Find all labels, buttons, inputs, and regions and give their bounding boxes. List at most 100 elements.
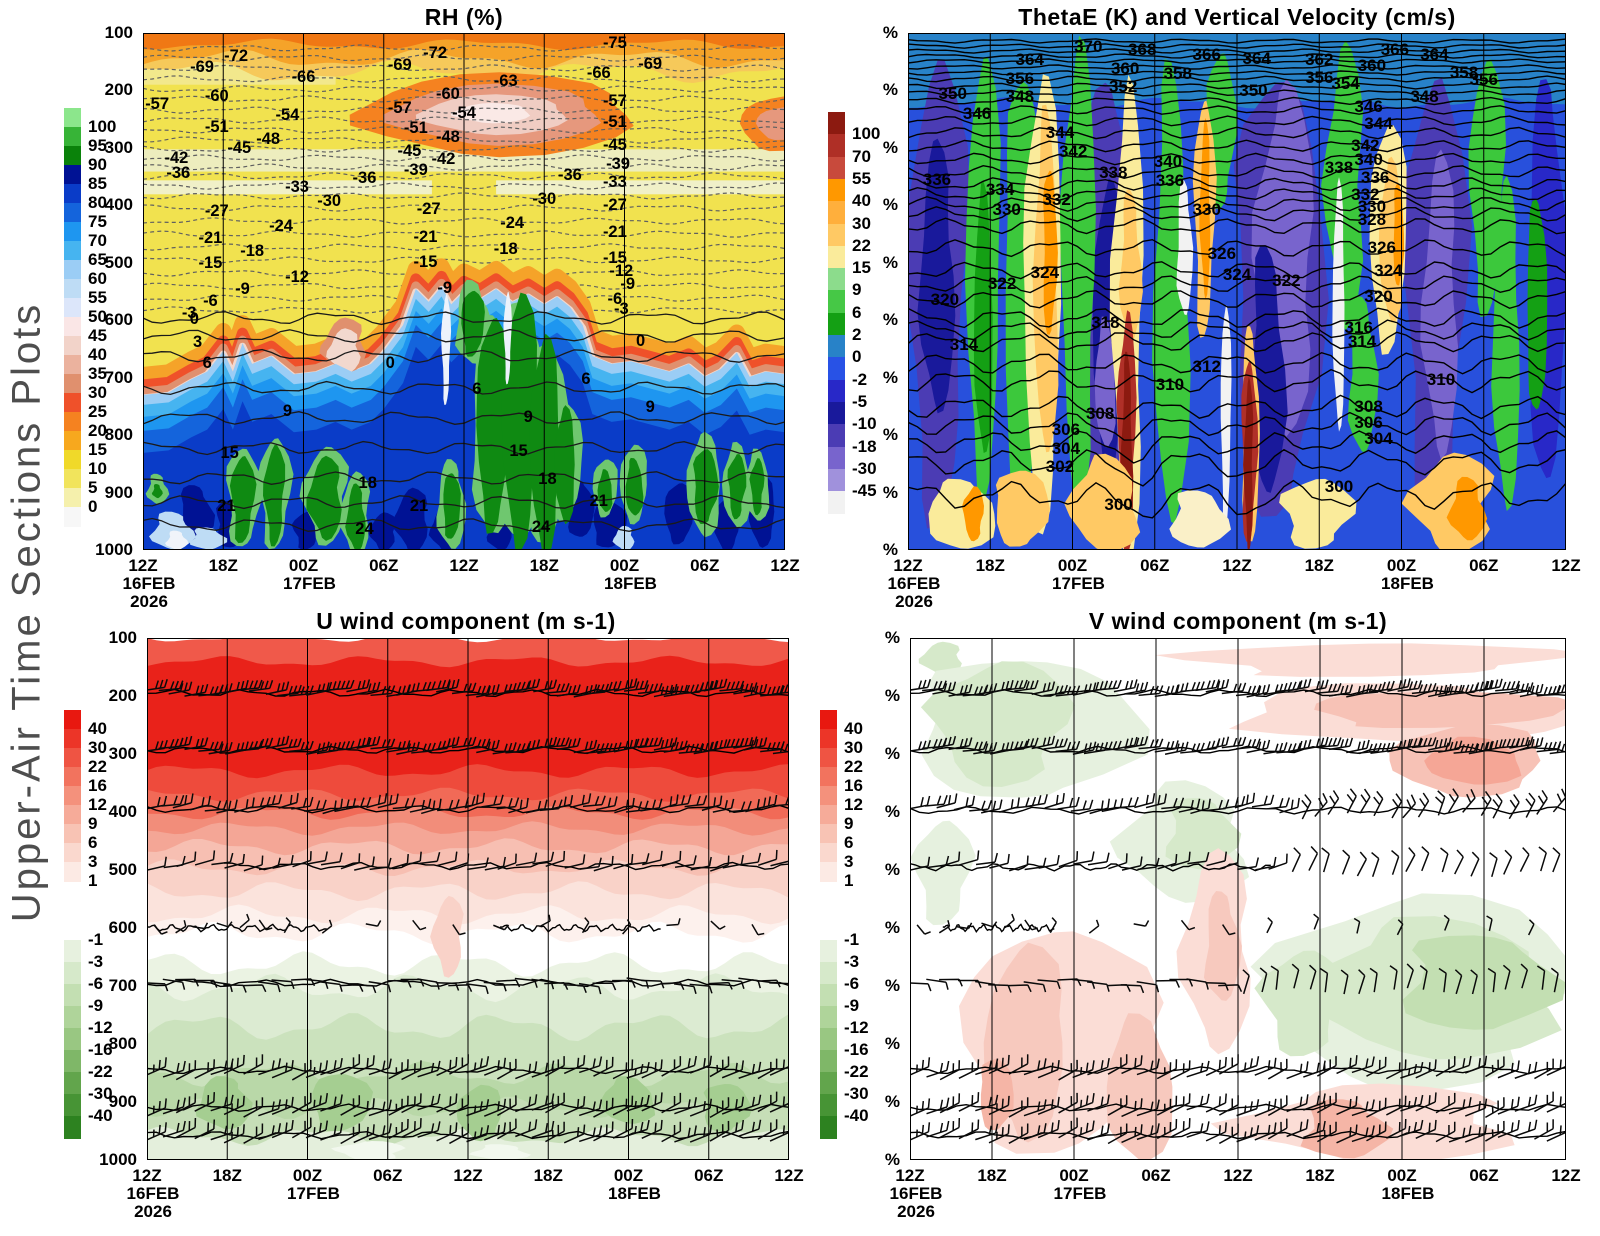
svg-text:310: 310 xyxy=(1156,375,1184,394)
rh-colorbar-value: 45 xyxy=(88,326,107,345)
rh-colorbar-segment xyxy=(64,412,81,432)
percent-tick-label: % xyxy=(884,802,900,821)
thetae-colorbar-value: -18 xyxy=(852,436,877,456)
svg-text:326: 326 xyxy=(1208,244,1236,263)
svg-text:3: 3 xyxy=(193,333,202,351)
svg-text:-45: -45 xyxy=(398,142,422,160)
thetae-colorbar-value: 55 xyxy=(852,168,871,188)
thetae-colorbar-value: 22 xyxy=(852,235,871,255)
date-label: 18FEB xyxy=(608,1184,661,1203)
svg-text:364: 364 xyxy=(1420,45,1449,64)
svg-text:304: 304 xyxy=(1052,439,1081,458)
thetae-colorbar-value: 30 xyxy=(852,213,871,233)
rh-colorbar-value: 20 xyxy=(88,421,107,440)
svg-text:-27: -27 xyxy=(603,196,627,214)
svg-text:-27: -27 xyxy=(417,200,441,218)
v-colorbar-pos-segment xyxy=(820,729,837,749)
time-tick-label: 18Z xyxy=(977,1166,1007,1185)
svg-text:-6: -6 xyxy=(203,292,218,310)
thetae-colorbar-segment xyxy=(828,156,845,180)
percent-tick-label: % xyxy=(884,628,900,647)
thetae-colorbar-value: 70 xyxy=(852,146,871,166)
thetae-colorbar-segment xyxy=(828,446,845,470)
date-label: 16FEB xyxy=(887,574,941,593)
percent-tick-label: % xyxy=(884,686,900,705)
svg-text:-60: -60 xyxy=(436,85,460,103)
pressure-tick-label: 500 xyxy=(108,860,137,879)
rh-colorbar-value: 80 xyxy=(88,193,107,212)
u-colorbar-value: -22 xyxy=(88,1062,113,1081)
svg-text:326: 326 xyxy=(1368,238,1396,257)
svg-text:-57: -57 xyxy=(603,92,627,110)
thetae-colorbar-value: 6 xyxy=(852,302,862,322)
svg-text:312: 312 xyxy=(1193,357,1221,376)
svg-text:336: 336 xyxy=(923,170,951,189)
svg-text:316: 316 xyxy=(1345,318,1373,337)
svg-text:24: 24 xyxy=(355,520,374,538)
v-colorbar-value: -6 xyxy=(844,974,860,993)
svg-text:21: 21 xyxy=(217,497,235,515)
svg-text:-21: -21 xyxy=(414,228,438,246)
svg-text:-39: -39 xyxy=(606,155,630,173)
time-tick-label: 18Z xyxy=(208,556,238,575)
svg-text:-30: -30 xyxy=(317,192,341,210)
rh-colorbar-value: 0 xyxy=(88,497,98,516)
u-colorbar-neg-segment xyxy=(64,1072,81,1095)
svg-text:306: 306 xyxy=(1354,413,1382,432)
rh-colorbar-value: 35 xyxy=(88,364,107,383)
rh-colorbar-value: 50 xyxy=(88,307,107,326)
svg-text:-69: -69 xyxy=(190,58,214,76)
u-colorbar-value: -3 xyxy=(88,952,104,971)
svg-text:348: 348 xyxy=(1006,87,1034,106)
svg-text:24: 24 xyxy=(532,518,551,536)
date-label: 16FEB xyxy=(126,1184,180,1203)
date-label: 18FEB xyxy=(604,574,657,593)
svg-text:368: 368 xyxy=(1128,40,1156,59)
svg-text:-3: -3 xyxy=(182,304,197,322)
percent-tick-label: % xyxy=(882,425,898,445)
u-colorbar-pos-segment xyxy=(64,710,81,730)
svg-text:346: 346 xyxy=(963,104,991,123)
thetae-colorbar-value: -2 xyxy=(852,369,868,389)
svg-text:6: 6 xyxy=(472,380,481,398)
percent-tick-label: % xyxy=(884,1092,900,1111)
thetae-colorbar-segment xyxy=(828,245,845,269)
svg-text:0: 0 xyxy=(190,310,199,328)
svg-text:-33: -33 xyxy=(603,173,627,191)
svg-text:-12: -12 xyxy=(609,262,633,280)
u-colorbar-value: -16 xyxy=(88,1040,113,1059)
percent-tick-label: % xyxy=(882,23,898,42)
time-tick-label: 06Z xyxy=(690,556,720,575)
pressure-tick-label: 800 xyxy=(108,1034,137,1053)
svg-text:360: 360 xyxy=(1111,59,1139,78)
svg-text:340: 340 xyxy=(1154,152,1182,171)
date-label: 17FEB xyxy=(1052,574,1105,593)
u-colorbar-neg-segment xyxy=(64,1094,81,1117)
pressure-tick-label: 700 xyxy=(104,367,133,387)
u-colorbar-value: -40 xyxy=(88,1106,113,1125)
time-tick-label: 00Z xyxy=(1387,1166,1417,1185)
time-tick-label: 06Z xyxy=(1469,1166,1499,1185)
u-colorbar-neg-segment xyxy=(64,962,81,985)
svg-text:-69: -69 xyxy=(388,56,412,74)
rh-colorbar-segment xyxy=(64,507,81,527)
time-tick-label: 18Z xyxy=(529,556,559,575)
svg-text:-36: -36 xyxy=(166,164,190,182)
time-tick-label: 12Z xyxy=(774,1166,804,1185)
svg-text:332: 332 xyxy=(1351,185,1379,204)
time-tick-label: 12Z xyxy=(132,1166,162,1185)
svg-text:336: 336 xyxy=(1361,168,1389,187)
percent-tick-label: % xyxy=(882,137,898,157)
rh-colorbar-segment xyxy=(64,317,81,337)
u-colorbar-pos-value: 16 xyxy=(88,776,107,795)
v-colorbar-pos-segment xyxy=(820,862,837,882)
u-colorbar-pos-segment xyxy=(64,767,81,787)
thetae-colorbar-segment xyxy=(828,134,845,158)
svg-text:314: 314 xyxy=(1348,332,1377,351)
rh-panel-title: RH (%) xyxy=(424,4,504,30)
time-tick-label: 06Z xyxy=(373,1166,403,1185)
svg-text:350: 350 xyxy=(1239,81,1267,100)
rh-colorbar-segment xyxy=(64,127,81,147)
svg-text:328: 328 xyxy=(1358,210,1386,229)
